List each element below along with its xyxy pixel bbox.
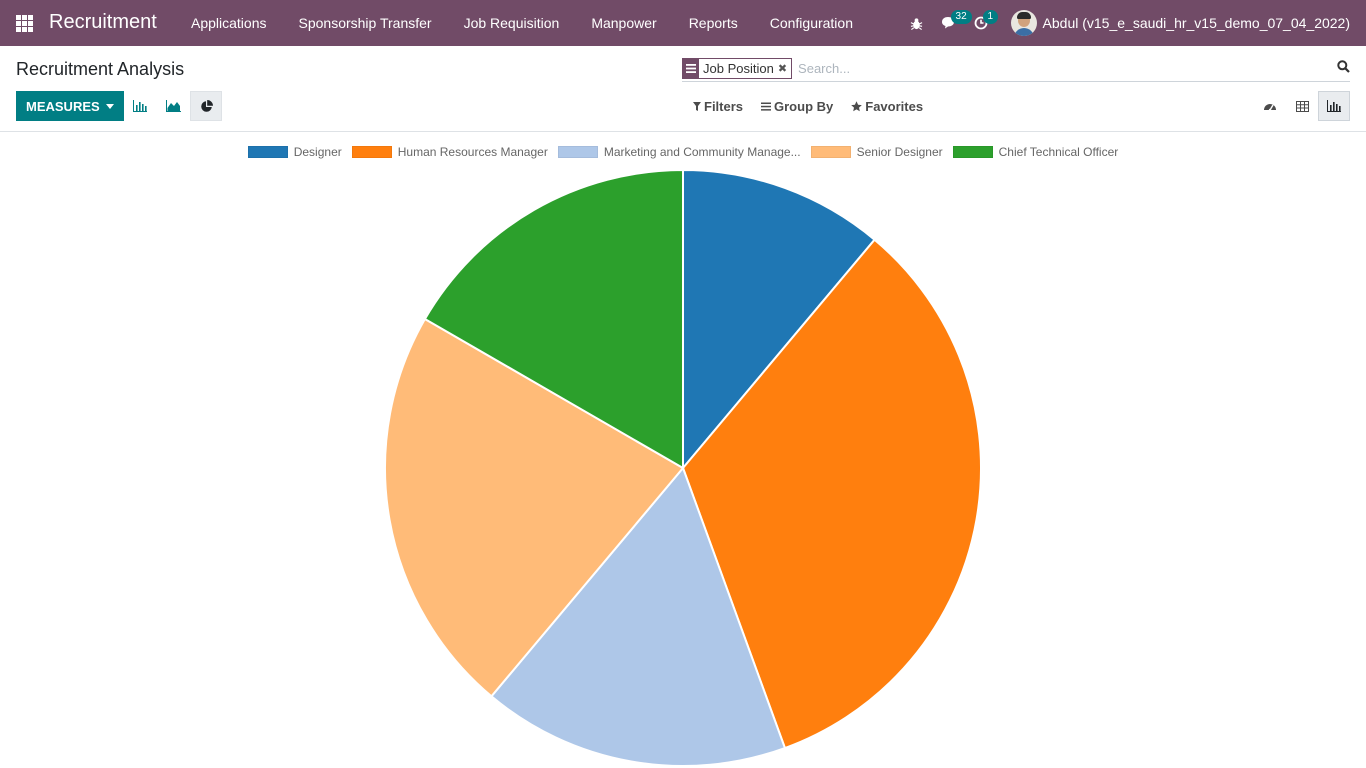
top-navbar: Recruitment Applications Sponsorship Tra… (0, 0, 1366, 46)
search-icon[interactable] (1337, 60, 1350, 78)
pie-chart (384, 168, 982, 767)
control-panel: Recruitment Analysis Job Position ✖ MEAS… (0, 46, 1366, 132)
app-menu-grid-icon[interactable] (16, 15, 33, 32)
search-options: Filters Group By Favorites (693, 99, 941, 114)
search-facet-job-position[interactable]: Job Position ✖ (682, 58, 793, 79)
user-name: Abdul (v15_e_saudi_hr_v15_demo_07_04_202… (1042, 15, 1350, 31)
legend-swatch (247, 146, 288, 158)
legend-label: Marketing and Community Manage... (603, 145, 801, 159)
legend-item-hr-manager[interactable]: Human Resources Manager (351, 145, 548, 159)
group-by-label: Group By (774, 99, 834, 114)
legend-item-designer[interactable]: Designer (247, 145, 342, 159)
pie-chart-icon (200, 99, 213, 112)
menu-item-configuration[interactable]: Configuration (769, 15, 853, 31)
pie-slice-hr-manager[interactable] (681, 238, 982, 750)
chart-legend: Designer Human Resources Manager Marketi… (0, 145, 1366, 159)
favorites-dropdown[interactable]: Favorites (851, 99, 923, 114)
legend-item-cto[interactable]: Chief Technical Officer (952, 145, 1119, 159)
filter-icon (693, 102, 701, 111)
legend-swatch (952, 146, 993, 158)
legend-label: Senior Designer (856, 145, 943, 159)
star-icon (851, 101, 863, 112)
line-chart-mode-button[interactable] (157, 91, 189, 121)
dashboard-gauge-icon (1264, 104, 1276, 112)
bar-chart-mode-button[interactable] (124, 91, 156, 121)
menu-item-sponsorship-transfer[interactable]: Sponsorship Transfer (298, 15, 432, 31)
activities-count-badge: 1 (982, 10, 999, 24)
systray: 32 1 Abdul (v15_e_saudi_hr_v15_demo_07_0… (901, 0, 1350, 46)
pie-slice-marketing-manager[interactable] (490, 466, 787, 767)
search-input[interactable] (798, 61, 1319, 76)
group-by-list-icon (683, 59, 699, 78)
pie-slice-designer[interactable] (682, 168, 876, 471)
messages-chat-icon[interactable]: 32 (933, 0, 972, 46)
dashboard-view-button[interactable] (1254, 91, 1286, 121)
legend-swatch (557, 146, 598, 158)
legend-swatch (810, 146, 851, 158)
menu-item-manpower[interactable]: Manpower (591, 15, 657, 31)
view-switcher (1254, 91, 1350, 121)
list-icon (761, 102, 772, 111)
main-menu: Applications Sponsorship Transfer Job Re… (175, 0, 869, 46)
legend-label: Human Resources Manager (397, 145, 548, 159)
app-brand[interactable]: Recruitment (49, 11, 157, 33)
facet-label: Job Position (703, 61, 774, 76)
graph-view-button[interactable] (1318, 91, 1350, 121)
filters-label: Filters (704, 99, 744, 114)
facet-remove-icon[interactable]: ✖ (777, 63, 788, 75)
avatar (1010, 10, 1037, 36)
pivot-view-button[interactable] (1286, 91, 1318, 121)
favorites-label: Favorites (865, 99, 924, 114)
area-chart-icon (165, 100, 181, 112)
caret-down-icon (105, 103, 114, 109)
measures-button[interactable]: MEASURES (16, 91, 124, 121)
search-bar: Job Position ✖ (682, 56, 1350, 82)
legend-item-senior-designer[interactable]: Senior Designer (810, 145, 943, 159)
menu-item-applications[interactable]: Applications (191, 15, 267, 31)
bar-chart-icon (1327, 100, 1341, 112)
pie-chart-mode-button[interactable] (190, 91, 222, 121)
legend-label: Chief Technical Officer (998, 145, 1119, 159)
legend-item-marketing-manager[interactable]: Marketing and Community Manage... (557, 145, 801, 159)
table-icon (1295, 100, 1309, 112)
pie-slice-senior-designer[interactable] (384, 317, 685, 698)
filters-dropdown[interactable]: Filters (693, 99, 743, 114)
pie-slice-cto[interactable] (423, 168, 684, 470)
menu-item-job-requisition[interactable]: Job Requisition (463, 15, 560, 31)
activities-clock-icon[interactable]: 1 (965, 0, 999, 46)
menu-item-reports[interactable]: Reports (688, 15, 738, 31)
messages-count-badge: 32 (950, 10, 972, 24)
group-by-dropdown[interactable]: Group By (761, 99, 833, 114)
chart-area: Designer Human Resources Manager Marketi… (0, 133, 1366, 768)
page-title: Recruitment Analysis (16, 59, 185, 79)
measures-label: MEASURES (26, 98, 100, 114)
legend-swatch (351, 146, 392, 158)
debug-bug-icon[interactable] (901, 0, 933, 46)
bar-chart-icon (133, 100, 147, 112)
legend-label: Designer (293, 145, 342, 159)
user-menu[interactable]: Abdul (v15_e_saudi_hr_v15_demo_07_04_202… (1010, 10, 1350, 36)
